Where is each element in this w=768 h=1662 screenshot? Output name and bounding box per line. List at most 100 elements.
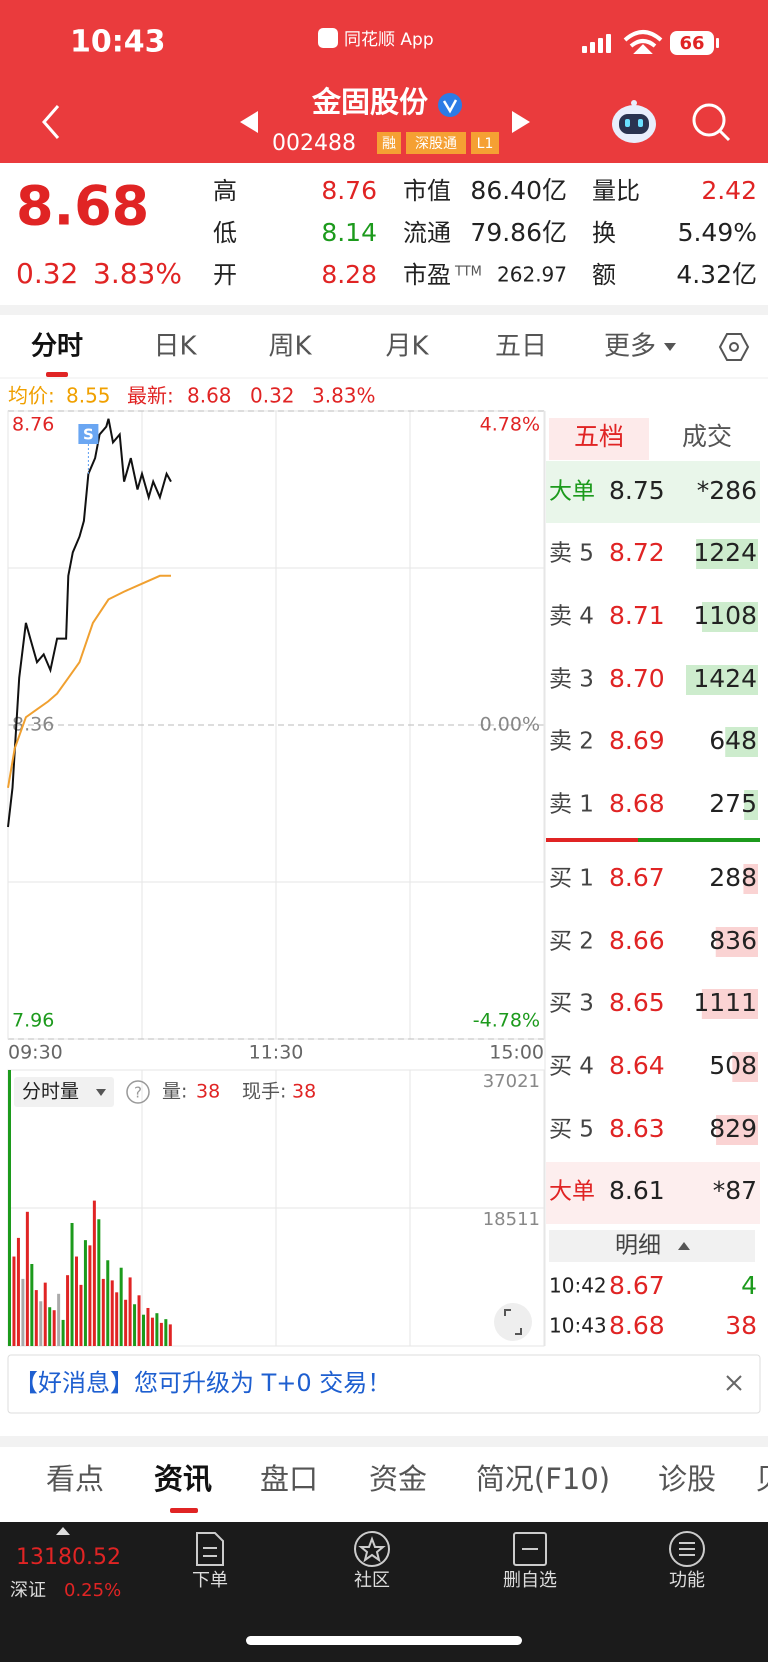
volume-bar [168, 1324, 172, 1346]
chart-tab[interactable]: 五日 [495, 332, 547, 362]
wifi-icon [623, 30, 663, 54]
current-price: 8.68 [16, 175, 149, 238]
detail-header-bg [549, 1230, 755, 1262]
book-tab[interactable]: 五档 [574, 422, 624, 451]
depth-bar [715, 927, 758, 957]
banner[interactable] [7, 1354, 761, 1414]
book-divider-green [638, 838, 760, 842]
nav-button[interactable]: 下单 [192, 1570, 228, 1591]
info-tab[interactable]: 简况(F10) [476, 1462, 610, 1496]
stat-label: 低 [213, 219, 237, 247]
book-label: 买 4 [549, 1054, 594, 1080]
info-tab[interactable]: 看点 [46, 1462, 104, 1496]
volume-bar [79, 1284, 83, 1346]
chart-tab[interactable]: 周K [268, 332, 312, 362]
prev-stock[interactable] [240, 111, 258, 133]
banner-text[interactable]: 【好消息】您可升级为 T+0 交易！ [14, 1369, 391, 1397]
stat-label: 量比 [592, 177, 640, 205]
nav-button[interactable]: 社区 [354, 1570, 390, 1591]
volume-bar [12, 1256, 16, 1346]
volume-bar [110, 1280, 114, 1346]
volume-value: 38 [196, 1081, 220, 1103]
volume-bar [97, 1219, 101, 1346]
last-value: 8.68 [187, 384, 232, 408]
marker-box [78, 424, 99, 444]
book-tab[interactable]: 成交 [682, 422, 732, 451]
book-price: 8.67 [609, 863, 665, 892]
depth-bar [732, 1052, 758, 1082]
stat-label: 换 [592, 219, 616, 247]
back-button[interactable] [42, 105, 60, 139]
depth-bar [725, 727, 758, 757]
info-tab[interactable]: 资金 [369, 1462, 427, 1496]
chart-tab[interactable]: 分时 [31, 332, 83, 362]
stat-label: 高 [213, 177, 237, 205]
depth-bar [701, 989, 758, 1019]
chart-tab[interactable]: 日K [153, 332, 197, 362]
volume-bar [155, 1313, 159, 1346]
volume-bar [92, 1200, 96, 1346]
battery-icon [670, 31, 714, 55]
stat-sup: TTM [454, 265, 482, 280]
verified-check [442, 99, 458, 114]
nav-button[interactable]: 功能 [669, 1570, 705, 1591]
volume-label: 量: [162, 1081, 187, 1103]
index-value[interactable]: 13180.52 [16, 1545, 121, 1570]
book-price: 8.69 [609, 726, 665, 755]
book-label: 卖 1 [549, 792, 594, 818]
robot-icon[interactable] [612, 100, 656, 143]
big-order-bg [546, 1162, 760, 1224]
nav-button[interactable]: 删自选 [503, 1570, 557, 1591]
info-tab[interactable]: 贝 [755, 1462, 768, 1496]
help-icon[interactable] [126, 1080, 150, 1104]
volume-bar [43, 1282, 47, 1346]
book-price: 8.61 [609, 1176, 665, 1205]
book-volume: 1224 [693, 538, 757, 567]
stock-name: 金固股份 [311, 85, 428, 119]
info-tab[interactable]: 诊股 [658, 1462, 716, 1496]
volume-title[interactable]: 分时量 [22, 1081, 79, 1103]
chart-tab[interactable]: 月K [385, 332, 429, 362]
volume-bar [150, 1317, 154, 1346]
book-volume: 836 [709, 926, 757, 955]
expand-icon [504, 1309, 522, 1335]
badge-bg [471, 132, 499, 154]
info-tab[interactable]: 资讯 [154, 1462, 212, 1496]
next-stock[interactable] [512, 111, 530, 133]
trade-time: 10:42 [549, 1274, 607, 1298]
volume-bar [70, 1222, 74, 1346]
tab-active-bg [549, 418, 649, 460]
volume-bar [142, 1314, 145, 1346]
detail-title[interactable]: 明细 [615, 1233, 661, 1259]
trade-marker[interactable]: S [83, 426, 94, 444]
book-label: 卖 2 [549, 729, 594, 755]
book-price: 8.70 [609, 664, 665, 693]
book-label: 买 1 [549, 866, 594, 892]
stock-badge: L1 [477, 136, 494, 152]
chart-tab[interactable]: 更多 [604, 332, 656, 362]
index-arrow [56, 1527, 70, 1535]
avg-label: 均价: [8, 384, 55, 408]
banner-close[interactable] [726, 1375, 742, 1391]
info-tab[interactable]: 盘口 [260, 1462, 318, 1496]
y-tick-label: 37021 [483, 1071, 540, 1092]
stat-value: 5.49% [678, 218, 757, 247]
volume-selector[interactable] [14, 1077, 114, 1107]
price-line [7, 574, 171, 788]
battery-level: 66 [679, 33, 704, 54]
book-volume: 648 [709, 726, 757, 755]
volume-bar [75, 1256, 78, 1346]
stock-code: 002488 [272, 131, 356, 156]
book-label: 买 3 [549, 991, 594, 1017]
battery-tip [716, 38, 719, 48]
settings-button[interactable] [718, 333, 750, 361]
app-name: 同花顺 App [344, 30, 434, 50]
search-button[interactable] [692, 103, 731, 142]
x-tick-label: 11:30 [249, 1042, 304, 1064]
volume-bar [48, 1307, 52, 1346]
trade-price: 8.68 [609, 1311, 665, 1340]
expand-button[interactable] [494, 1303, 532, 1341]
volume-bar [119, 1267, 123, 1346]
separator [0, 1436, 768, 1447]
volume-bar [128, 1277, 132, 1346]
